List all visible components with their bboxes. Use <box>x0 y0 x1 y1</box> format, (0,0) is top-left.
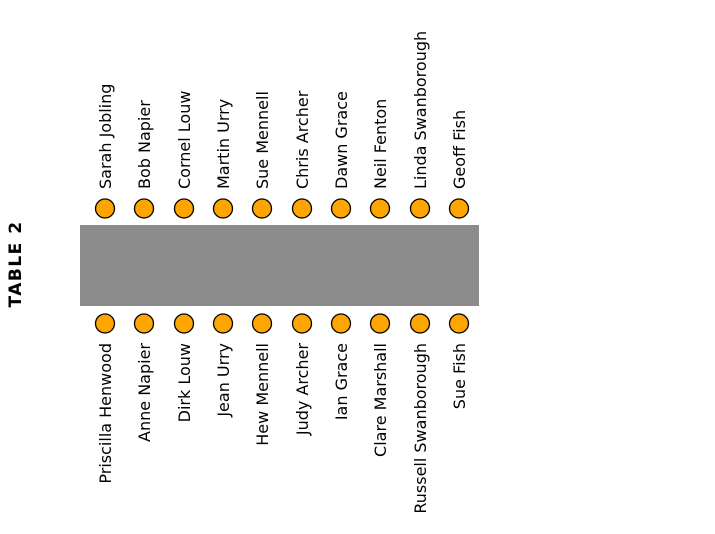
seat-bottom-10 <box>448 313 470 334</box>
seat-bottom-6 <box>291 313 313 334</box>
seat-top-1 <box>94 198 116 219</box>
seat-top-6 <box>291 198 313 219</box>
seat-label-top-9: Linda Swanborough <box>411 31 430 189</box>
seat-label-top-1: Sarah Jobling <box>96 84 115 189</box>
table-surface <box>80 225 479 306</box>
seat-bottom-3 <box>173 313 195 334</box>
seat-label-bottom-5: Hew Mennell <box>253 343 272 446</box>
seat-top-4 <box>212 198 234 219</box>
seat-label-bottom-9: Russell Swanborough <box>411 343 430 514</box>
seat-top-8 <box>369 198 391 219</box>
seat-bottom-4 <box>212 313 234 334</box>
seat-label-top-7: Dawn Grace <box>332 91 351 189</box>
seat-bottom-1 <box>94 313 116 334</box>
seat-label-bottom-6: Judy Archer <box>293 343 312 437</box>
seat-label-bottom-10: Sue Fish <box>450 343 469 409</box>
seat-top-2 <box>133 198 155 219</box>
seat-bottom-9 <box>409 313 431 334</box>
seat-label-bottom-4: Jean Urry <box>214 343 233 418</box>
seat-label-top-5: Sue Mennell <box>253 91 272 189</box>
seat-label-top-10: Geoff Fish <box>450 110 469 189</box>
seat-bottom-7 <box>330 313 352 334</box>
seat-label-top-8: Neil Fenton <box>371 99 390 189</box>
seat-bottom-8 <box>369 313 391 334</box>
seat-label-bottom-1: Priscilla Henwood <box>96 343 115 484</box>
seat-label-bottom-2: Anne Napier <box>135 343 154 442</box>
seat-top-5 <box>251 198 273 219</box>
seat-label-top-4: Martin Urry <box>214 99 233 189</box>
seat-label-bottom-3: Dirk Louw <box>175 343 194 422</box>
seat-top-10 <box>448 198 470 219</box>
seat-top-7 <box>330 198 352 219</box>
seat-bottom-2 <box>133 313 155 334</box>
seat-label-top-2: Bob Napier <box>135 100 154 189</box>
seat-label-bottom-7: Ian Grace <box>332 343 351 420</box>
seat-top-3 <box>173 198 195 219</box>
seat-label-top-3: Cornel Louw <box>175 91 194 189</box>
seat-label-top-6: Chris Archer <box>293 90 312 189</box>
table-title: TABLE 2 <box>6 220 26 307</box>
seat-label-bottom-8: Clare Marshall <box>371 343 390 457</box>
seat-bottom-5 <box>251 313 273 334</box>
seat-top-9 <box>409 198 431 219</box>
